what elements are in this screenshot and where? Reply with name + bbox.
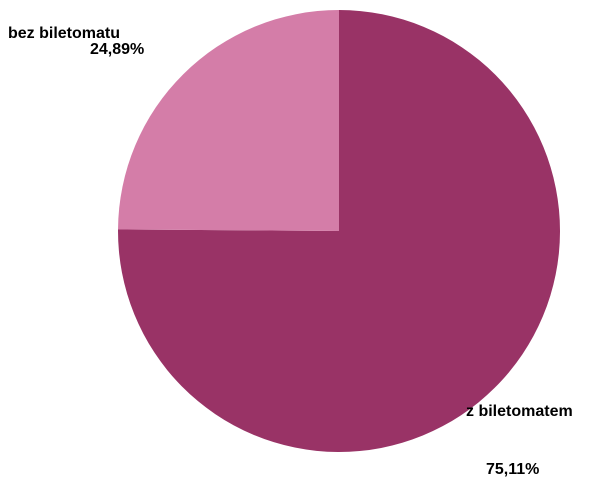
slice-value-bez-biletomatu: 24,89% bbox=[90, 41, 144, 58]
slice-label-bez-biletomatu: bez biletomatu bbox=[8, 25, 120, 42]
slice-label-z-biletomatem: z biletomatem bbox=[466, 403, 573, 420]
pie-slice-z-biletomatem bbox=[118, 9, 561, 452]
pie-slice-bez-biletomatu bbox=[118, 10, 339, 231]
pie-slices bbox=[118, 9, 561, 452]
slice-value-z-biletomatem: 75,11% bbox=[486, 461, 539, 478]
